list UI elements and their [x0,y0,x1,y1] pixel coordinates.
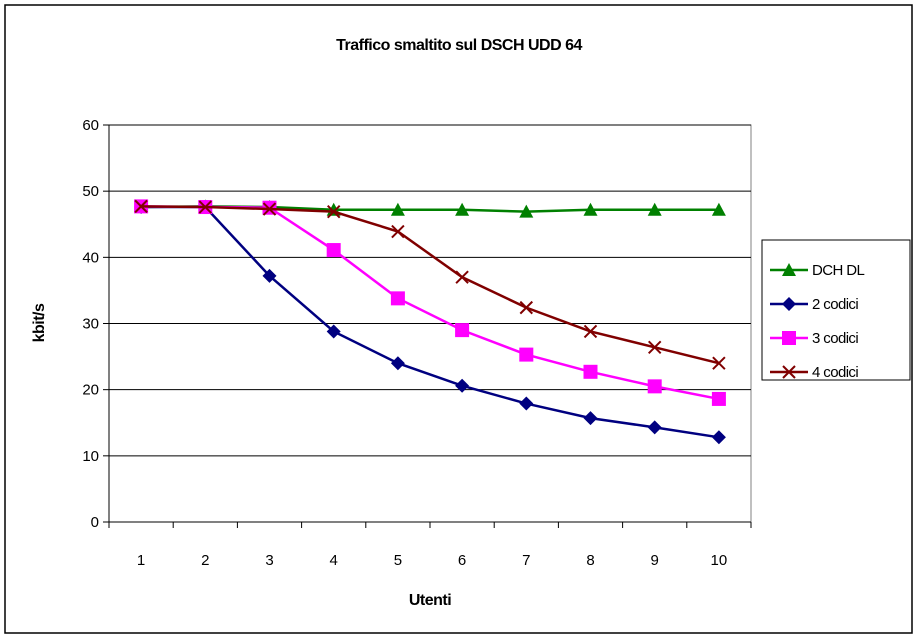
x-axis-ticks: 1 2 3 4 5 6 7 8 9 10 [108,522,752,569]
x-marker-stroke [326,204,341,219]
data-point-2-codici [455,378,470,393]
data-point-dch-dl [455,202,470,216]
data-point-2-codici [262,268,277,283]
gridlines [109,124,751,457]
legend-marker [782,263,796,276]
data-point-3-codici [519,347,534,362]
legend-marker [782,331,796,345]
x-marker-stroke [647,340,662,355]
x-marker-stroke [782,365,796,379]
data-point-2-codici [583,411,598,426]
x-tick-label: 5 [394,552,402,569]
data-point-4-codici [198,200,213,214]
data-point-3-codici [455,323,470,338]
legend: DCH DL 2 codici 3 codici 4 codici [761,239,911,381]
data-point-2-codici [326,324,341,339]
x-marker-stroke [519,300,534,315]
x-tick-label: 6 [458,552,466,569]
data-point-4-codici [712,356,726,370]
data-point-2-codici [390,356,405,371]
x-tick-label: 9 [651,552,659,569]
series-line-2-codici [141,205,720,439]
y-tick-label: 0 [91,514,99,531]
data-point-2-codici [519,396,534,411]
y-tick-label: 40 [82,249,99,266]
data-point-dch-dl [711,202,726,216]
legend-item-dch-dl: DCH DL [770,262,865,279]
data-point-dch-dl [647,202,662,216]
x-tick-label: 10 [711,552,728,569]
data-point-3-codici [647,379,662,394]
legend-label: 2 codici [812,296,858,313]
x-marker-stroke [712,356,726,370]
x-axis-label: Utenti [409,592,451,609]
data-point-4-codici [455,270,469,284]
x-marker-stroke [455,270,469,284]
series-4-codici [134,199,726,370]
x-tick-label: 4 [330,552,338,569]
y-tick-label: 30 [82,316,99,333]
legend-marker [782,365,796,379]
data-point-3-codici [583,364,598,379]
y-axis-label: kbit/s [31,303,48,342]
data-point-4-codici [391,224,405,239]
data-point-2-codici [647,420,662,435]
chart-title: Traffico smaltito sul DSCH UDD 64 [336,37,582,54]
legend-label: DCH DL [812,262,864,279]
x-marker-stroke [262,202,277,216]
y-tick-label: 60 [82,117,99,134]
y-tick-label: 20 [82,382,99,399]
y-tick-label: 50 [82,183,99,200]
data-point-3-codici [326,243,341,258]
data-point-4-codici [262,202,277,216]
data-point-4-codici [647,340,662,355]
data-point-4-codici [583,324,598,339]
data-point-3-codici [711,391,726,406]
data-point-3-codici [390,291,405,306]
legend-item-4-codici: 4 codici [770,364,859,381]
x-tick-label: 1 [137,552,145,569]
data-point-dch-dl [390,202,405,216]
data-point-4-codici [519,300,534,315]
x-tick-label: 2 [201,552,209,569]
x-marker-stroke [134,199,148,214]
legend-item-2-codici: 2 codici [770,296,859,313]
x-marker-stroke [391,224,405,239]
x-tick-label: 8 [586,552,594,569]
data-point-4-codici [326,204,341,219]
data-point-2-codici [711,430,726,445]
series-line-4-codici [141,205,720,365]
data-point-4-codici [134,199,148,214]
data-point-dch-dl [519,204,534,218]
legend-box [761,239,911,381]
legend-label: 4 codici [812,364,858,381]
data-point-dch-dl [583,202,598,216]
x-marker-stroke [583,324,598,339]
y-axis-ticks: 0 10 20 30 40 50 60 [82,117,109,531]
legend-marker [782,297,796,311]
y-tick-label: 10 [82,448,99,465]
legend-label: 3 codici [812,330,858,347]
x-marker-stroke [198,200,213,214]
legend-item-3-codici: 3 codici [770,330,859,347]
series-group [134,199,726,445]
x-tick-label: 7 [522,552,530,569]
x-tick-label: 3 [265,552,273,569]
